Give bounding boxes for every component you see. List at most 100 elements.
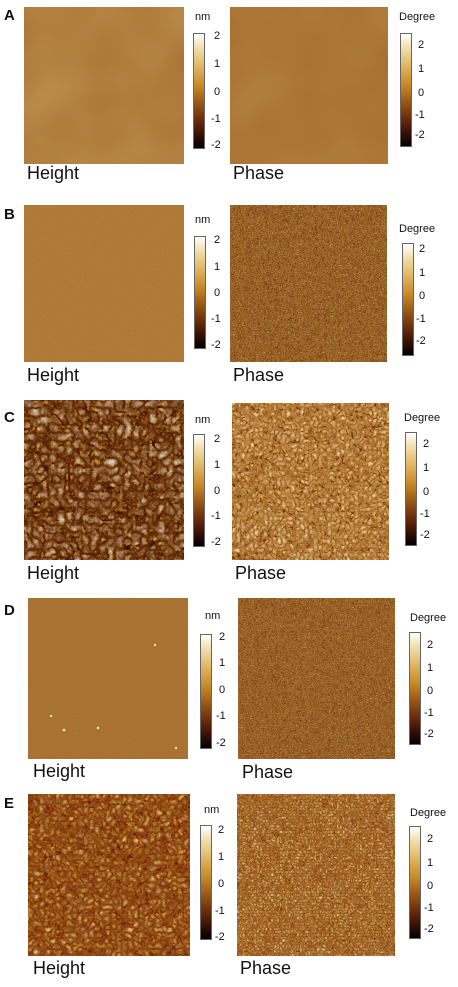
height-tick: 1 [214,459,221,471]
phase-colorbar [409,826,421,939]
height-tick: 2 [214,234,221,246]
panel-e: E nm 2 1 0 -1 -2 Height Degree 2 1 0 -1 … [0,792,458,987]
height-image [24,400,184,560]
phase-tick: 1 [423,462,430,474]
panel-c: C nm 2 1 0 -1 -2 Height Degree 2 1 0 -1 … [0,396,458,591]
height-colorbar-unit: nm [204,804,220,816]
height-colorbar [194,236,206,349]
phase-image [230,7,388,164]
phase-tick: -2 [416,335,426,347]
phase-tick: 0 [427,880,434,892]
phase-tick: -1 [424,902,434,914]
height-caption: Height [33,958,86,978]
phase-tick: -1 [424,707,434,719]
phase-tick: 0 [423,486,430,498]
height-colorbar-unit: nm [195,414,211,426]
phase-image [232,403,389,560]
phase-tick: 0 [427,685,434,697]
height-caption: Height [27,365,80,385]
phase-tick: 0 [418,87,425,99]
phase-tick: -1 [416,313,426,325]
phase-colorbar-unit: Degree [399,11,436,23]
phase-tick: 2 [427,639,434,651]
height-tick: 1 [214,261,221,273]
height-colorbar-unit: nm [195,214,211,226]
phase-colorbar-unit: Degree [410,612,447,624]
phase-tick: 2 [418,39,425,51]
height-tick: 2 [214,30,221,42]
panel-letter: D [4,602,15,619]
height-image [28,794,190,956]
panel-a: A nm 2 1 0 -1 -2 Height Degree 2 1 0 -1 … [0,0,458,195]
height-tick: -2 [211,536,221,548]
height-tick: -2 [216,737,226,749]
phase-tick: -1 [415,109,425,121]
phase-colorbar-unit: Degree [410,807,447,819]
phase-tick: -2 [420,529,430,541]
panel-d: D nm 2 1 0 -1 -2 Height Degree 2 1 0 -1 … [0,594,458,789]
phase-tick: -2 [424,728,434,740]
height-colorbar-unit: nm [205,610,221,622]
height-caption: Height [27,563,80,583]
phase-tick: -1 [420,508,430,520]
height-colorbar [200,825,212,940]
phase-caption: Phase [233,163,285,183]
height-image [24,205,184,362]
phase-tick: 1 [427,662,434,674]
phase-colorbar-unit: Degree [404,412,441,424]
phase-tick: 2 [419,243,426,255]
height-tick: 1 [218,851,225,863]
height-caption: Height [27,163,80,183]
phase-colorbar [405,432,417,546]
height-tick: -1 [216,710,226,722]
height-tick: 0 [218,878,225,890]
phase-colorbar-unit: Degree [399,223,436,235]
phase-colorbar [400,33,412,147]
phase-caption: Phase [233,365,285,385]
phase-tick: -2 [415,129,425,141]
height-colorbar [193,33,205,149]
height-tick: 0 [219,684,226,696]
phase-tick: 1 [427,857,434,869]
height-tick: -1 [215,905,225,917]
phase-tick: 2 [423,438,430,450]
height-tick: -2 [211,339,221,351]
height-tick: -1 [211,313,221,325]
height-caption: Height [33,761,86,781]
height-tick: 1 [214,58,221,70]
phase-tick: 1 [418,63,425,75]
height-tick: 2 [214,433,221,445]
height-image [28,598,188,759]
phase-tick: 0 [419,290,426,302]
height-colorbar-unit: nm [195,11,211,23]
phase-caption: Phase [235,563,287,583]
phase-tick: 2 [427,833,434,845]
phase-image [238,598,395,759]
height-tick: 0 [214,485,221,497]
height-tick: 2 [218,824,225,836]
height-image [24,7,184,164]
panel-letter: E [4,795,15,812]
phase-image [237,794,395,956]
phase-colorbar [409,632,421,745]
phase-colorbar [402,243,414,356]
phase-tick: 1 [419,267,426,279]
height-colorbar [193,434,205,547]
height-tick: 2 [219,631,226,643]
height-tick: 1 [219,657,226,669]
phase-tick: -2 [424,923,434,935]
height-tick: -2 [215,931,225,943]
height-tick: 0 [214,86,221,98]
height-colorbar [200,634,212,749]
phase-caption: Phase [240,958,292,978]
phase-image [230,205,387,362]
panel-letter: C [4,409,15,426]
phase-caption: Phase [242,762,294,782]
panel-b: B nm 2 1 0 -1 -2 Height Degree 2 1 0 -1 … [0,198,458,393]
height-tick: -1 [211,510,221,522]
panel-letter: B [4,206,15,223]
height-tick: 0 [214,287,221,299]
height-tick: -1 [211,113,221,125]
height-tick: -2 [211,139,221,151]
panel-letter: A [4,7,15,24]
